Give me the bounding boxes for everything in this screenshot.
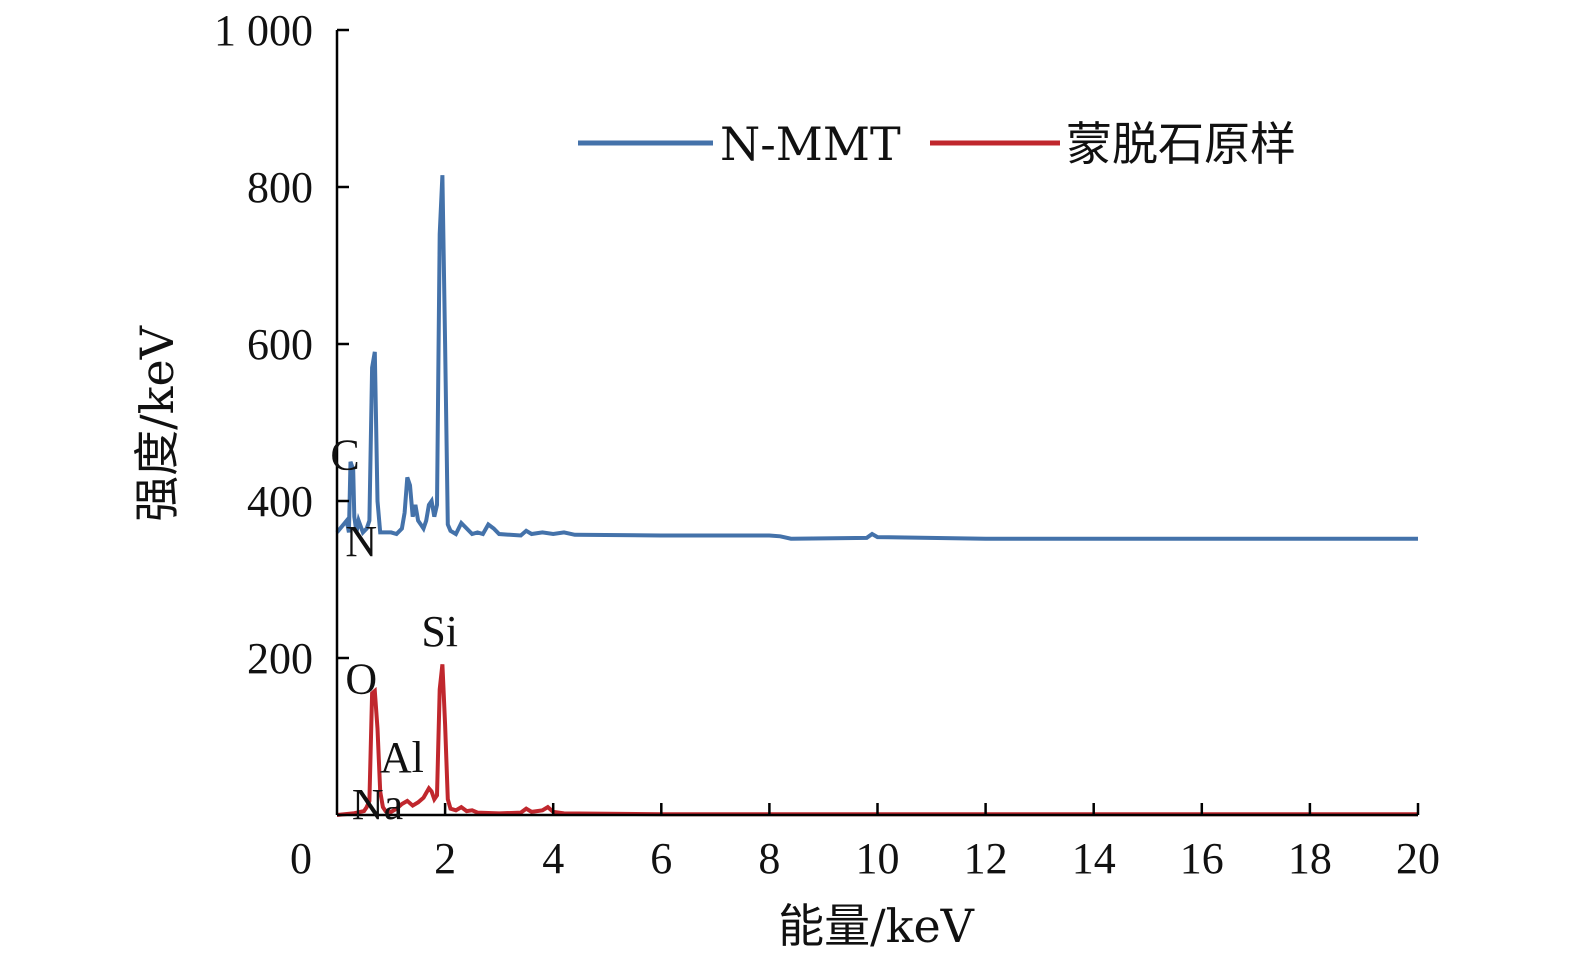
- x-tick-label: 18: [1288, 834, 1332, 883]
- y-tick-label: 600: [247, 320, 313, 369]
- series-line-n-mmt: [335, 175, 1418, 541]
- x-tick-label: 2: [434, 834, 456, 883]
- x-tick-label: 4: [542, 834, 564, 883]
- x-axis-label: 能量/keV: [778, 899, 975, 953]
- x-tick-label: 12: [964, 834, 1008, 883]
- y-tick-label: 1 000: [214, 6, 313, 55]
- peak-label-o: O: [345, 654, 377, 703]
- peak-label-c: C: [330, 431, 359, 480]
- y-ticks: 200 400 600 800 1 000: [214, 6, 349, 683]
- x-tick-label: 0: [290, 834, 312, 883]
- legend-label-n-mmt: N-MMT: [720, 117, 901, 171]
- x-tick-label: 16: [1180, 834, 1224, 883]
- peak-label-al: Al: [380, 733, 424, 782]
- x-tick-label: 6: [650, 834, 672, 883]
- y-axis-label: 强度/keV: [130, 325, 184, 522]
- series-line-raw-montmorillonite: [336, 664, 1418, 817]
- peak-label-si: Si: [421, 607, 458, 656]
- x-tick-label: 14: [1072, 834, 1116, 883]
- x-tick-label: 20: [1396, 834, 1440, 883]
- legend: N-MMT 蒙脱石原样: [578, 117, 1296, 171]
- legend-label-raw-montmorillonite: 蒙脱石原样: [1066, 117, 1296, 171]
- x-tick-label: 8: [758, 834, 780, 883]
- x-ticks: 0 2 4 6 8 10 12 14 16 18 20: [290, 803, 1440, 883]
- y-tick-label: 400: [247, 477, 313, 526]
- plot-lines: [335, 175, 1418, 817]
- y-tick-label: 800: [247, 163, 313, 212]
- y-tick-label: 200: [247, 634, 313, 683]
- x-tick-label: 10: [856, 834, 900, 883]
- peak-label-n: N: [345, 517, 377, 566]
- peak-label-na: Na: [352, 780, 403, 829]
